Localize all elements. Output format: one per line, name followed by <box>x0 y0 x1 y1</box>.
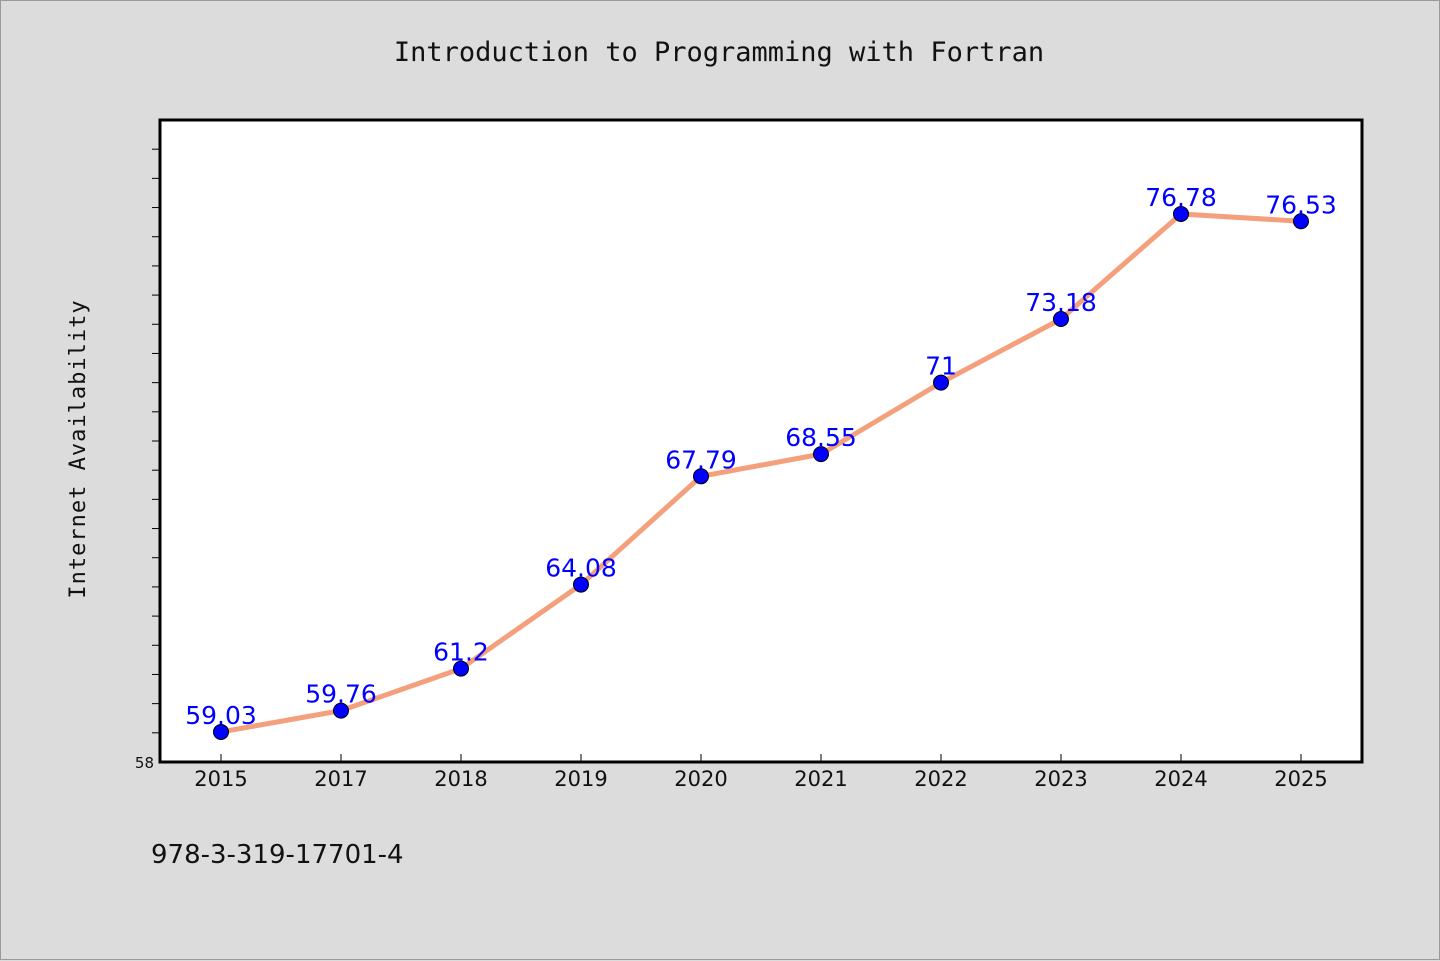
data-point <box>1173 205 1189 222</box>
data-label: 61.2 <box>433 638 489 667</box>
data-point <box>333 702 349 719</box>
x-tick-label: 2021 <box>794 767 847 791</box>
data-label: 76.53 <box>1265 190 1337 219</box>
data-label: 59.76 <box>305 680 377 709</box>
x-tick-label: 2022 <box>914 767 967 791</box>
chart-title: Introduction to Programming with Fortran <box>394 37 1044 68</box>
data-label: 73.18 <box>1025 288 1097 317</box>
data-point <box>453 660 469 677</box>
data-label: 67.79 <box>665 445 737 474</box>
data-point <box>813 446 829 463</box>
data-point <box>1293 213 1309 230</box>
data-label: 76.78 <box>1145 183 1217 212</box>
x-tick-label: 2024 <box>1154 767 1207 791</box>
plot-area <box>158 118 1364 764</box>
data-point <box>693 468 709 485</box>
series-line <box>218 211 1304 735</box>
x-tick-label: 2015 <box>194 767 247 791</box>
y-axis-label: Internet Availability <box>66 299 91 598</box>
x-tick-label: 2020 <box>674 767 727 791</box>
series-polyline <box>218 211 1304 735</box>
data-point <box>1053 311 1069 328</box>
x-tick-label: 2019 <box>554 767 607 791</box>
isbn-footer: 978-3-319-17701-4 <box>151 840 404 870</box>
data-point <box>933 374 949 391</box>
series-markers <box>213 205 1309 740</box>
data-label: 68.55 <box>785 423 857 452</box>
x-tick-label: 2018 <box>434 767 487 791</box>
data-labels: 59.03 59.76 61.2 64.08 67.79 68.55 71 73.18 76.7… <box>185 183 1337 730</box>
x-tick-label: 2025 <box>1274 767 1327 791</box>
x-tick-label: 2017 <box>314 767 367 791</box>
y-tick-label: 58 <box>135 754 154 772</box>
data-label: 59.03 <box>185 701 257 730</box>
data-point <box>573 576 589 593</box>
x-axis-ticks: 2015 2017 2018 2019 2020 2021 2022 2023 2024 2025 <box>194 754 1328 791</box>
data-label: 71 <box>925 352 957 381</box>
x-tick-label: 2023 <box>1034 767 1087 791</box>
y-axis-ticks: 58 <box>135 148 159 772</box>
data-point <box>213 723 229 740</box>
data-label: 64.08 <box>545 554 617 583</box>
